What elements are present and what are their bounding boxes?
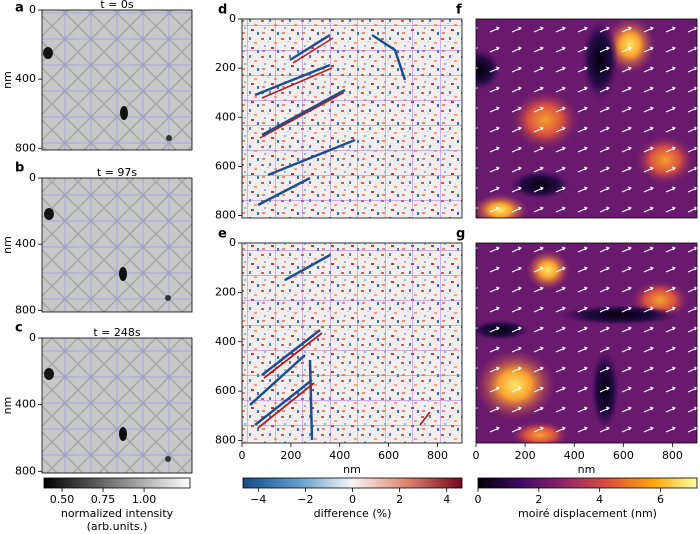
x-tick-label: 200 (280, 449, 301, 462)
colorbar-label: difference (%) (314, 507, 392, 520)
y-tick-label: 400 (15, 398, 36, 411)
y-tick-label: 200 (215, 285, 236, 298)
dark-spot (44, 208, 54, 220)
y-tick-label: 200 (215, 61, 236, 74)
image (42, 10, 192, 150)
frame (41, 9, 193, 151)
colorbar-tick-label: 0 (349, 493, 356, 506)
colorbar (242, 477, 463, 489)
colorbar-label: moiré displacement (nm) (518, 507, 657, 520)
x-tick-label: 600 (378, 449, 399, 462)
colorbar-tick-label: −2 (297, 493, 313, 506)
panel-label: g (456, 227, 465, 242)
y-tick-label: 0 (29, 171, 36, 184)
panel-label: b (15, 161, 24, 176)
y-tick-label: 800 (215, 434, 236, 447)
colorbar (477, 477, 698, 489)
arrows (476, 19, 697, 218)
decor-diff-d (242, 19, 462, 218)
y-tick-label: 800 (15, 141, 36, 154)
y-tick-label: 600 (215, 159, 236, 172)
image (42, 338, 192, 473)
x-tick-label: 800 (662, 449, 683, 462)
y-tick-label: 800 (15, 464, 36, 477)
y-tick-label: 400 (215, 335, 236, 348)
x-tick-label: 0 (239, 449, 246, 462)
colorbar-tick-label: −4 (250, 493, 266, 506)
streak (259, 37, 344, 139)
panel-title: t = 97s (97, 166, 138, 179)
frame (475, 242, 698, 444)
dark-spot (166, 135, 172, 141)
y-tick-label: 0 (29, 331, 36, 344)
y-tick-label: 0 (29, 3, 36, 16)
y-tick-label: 400 (15, 72, 36, 85)
panel-label: c (15, 321, 23, 336)
x-tick-label: 400 (564, 449, 585, 462)
streak (254, 33, 407, 207)
decor-disp-g (476, 243, 697, 443)
y-tick-label: 800 (215, 209, 236, 222)
dark-spot (120, 106, 128, 120)
colorbar-label: normalized intensity (61, 507, 174, 520)
x-tick-label: 800 (427, 449, 448, 462)
colorbar-tick-label: 1.00 (132, 493, 157, 506)
panel-label: a (15, 1, 24, 16)
dark-spot (119, 427, 127, 441)
colorbar-tick-label: 6 (657, 493, 664, 506)
x-tick-label: 0 (473, 449, 480, 462)
y-axis-label: nm (1, 71, 14, 89)
colorbar-tick-label: 4 (443, 493, 450, 506)
streak (249, 253, 331, 441)
x-axis-label: nm (343, 463, 361, 476)
y-axis-label: nm (1, 397, 14, 415)
colorbar-tick-label: 0.75 (91, 493, 116, 506)
decor-diff-e (242, 243, 462, 443)
frame (475, 18, 698, 219)
image (42, 178, 192, 312)
y-tick-label: 800 (15, 303, 36, 316)
dark-spot (165, 295, 171, 301)
panel-title: t = 0s (100, 0, 134, 11)
x-tick-label: 400 (329, 449, 350, 462)
colorbar-tick-label: 2 (535, 493, 542, 506)
decor-disp-f (476, 19, 697, 218)
y-tick-label: 0 (229, 12, 236, 25)
dark-spot (165, 456, 171, 462)
colorbar-tick-label: 0.50 (50, 493, 75, 506)
dark-spot (43, 47, 53, 59)
colorbar-tick-label: 0 (475, 493, 482, 506)
dark-spot (44, 368, 54, 380)
y-tick-label: 400 (15, 237, 36, 250)
panel-title: t = 248s (93, 326, 141, 339)
dark-spot (119, 267, 127, 281)
colorbar (43, 477, 191, 489)
y-tick-label: 0 (229, 236, 236, 249)
colorbar-tick-label: 2 (396, 493, 403, 506)
x-tick-label: 600 (613, 449, 634, 462)
decor-gray (43, 47, 172, 462)
colorbar-tick-label: 4 (596, 493, 603, 506)
moire-grid (242, 19, 462, 218)
streak (257, 332, 431, 429)
y-axis-label: nm (1, 236, 14, 254)
x-axis-label: nm (578, 463, 596, 476)
y-tick-label: 600 (215, 384, 236, 397)
y-tick-label: 400 (215, 110, 236, 123)
moire-grid (242, 243, 462, 443)
frame (241, 18, 463, 219)
panel-label: d (218, 3, 227, 18)
panel-label: e (218, 227, 227, 242)
colorbar-label: (arb.units.) (87, 520, 148, 533)
frame (41, 177, 193, 313)
arrows (476, 243, 697, 443)
frame (41, 337, 193, 474)
panel-label: f (456, 3, 462, 18)
frame (241, 242, 463, 444)
x-tick-label: 200 (515, 449, 536, 462)
